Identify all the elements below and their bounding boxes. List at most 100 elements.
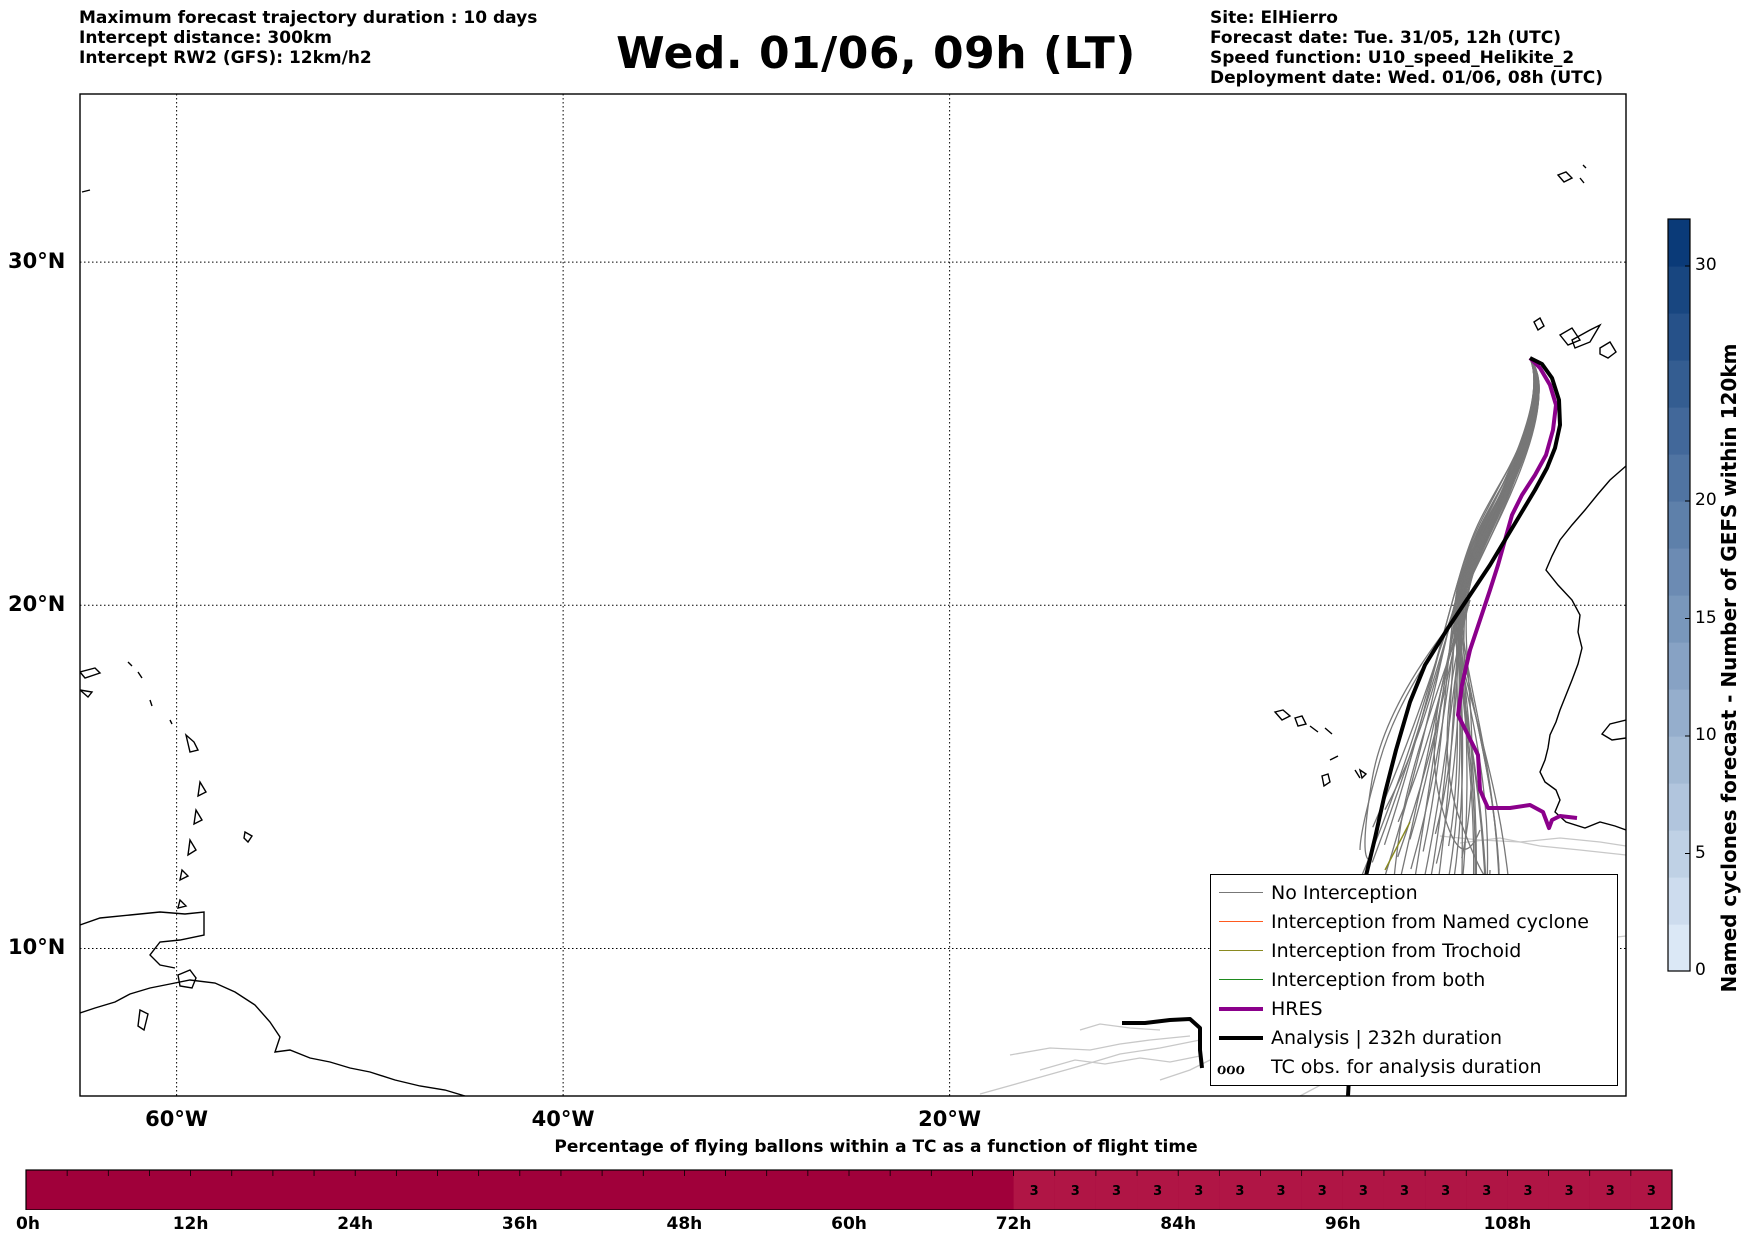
colorbar-tick-label: 30 bbox=[1695, 255, 1717, 275]
colorbar-tick-label: 0 bbox=[1695, 960, 1706, 980]
flight-bar-percent-label: 3 bbox=[1030, 1184, 1039, 1199]
flight-bar-tick-label: 84h bbox=[1160, 1214, 1197, 1234]
ensemble-trajectory bbox=[1364, 599, 1471, 861]
intercept-rw2-text: Intercept RW2 (GFS): 12km/h2 bbox=[79, 48, 372, 68]
colorbar-tick-label: 20 bbox=[1695, 490, 1717, 510]
colorbar-frame bbox=[1667, 218, 1691, 972]
legend-swatch bbox=[1219, 979, 1263, 980]
flight-bar-segment bbox=[1548, 1170, 1590, 1210]
flight-bar-frame bbox=[25, 1169, 1673, 1210]
colorbar-tick-label: 5 bbox=[1695, 842, 1706, 863]
lat-label: 20°N bbox=[8, 592, 66, 617]
colorbar-segment bbox=[1668, 313, 1690, 361]
cyclone-symbol-icon: ℴℴℴ bbox=[1217, 1055, 1245, 1079]
coast-cape-verde bbox=[1273, 709, 1368, 788]
ensemble-trajectories bbox=[1359, 357, 1540, 953]
flight-bar-percent-label: 3 bbox=[1647, 1184, 1656, 1199]
flight-bar-percent-label: 3 bbox=[1400, 1184, 1409, 1199]
colorbar-segment bbox=[1668, 407, 1690, 455]
flight-bar-percent-label: 3 bbox=[1441, 1184, 1450, 1199]
flight-bar-percent-label: 3 bbox=[1565, 1184, 1574, 1199]
flight-bar-percent-label: 3 bbox=[1359, 1184, 1368, 1199]
legend-item-both: Interception from both bbox=[1211, 967, 1617, 993]
legend-swatch bbox=[1219, 1036, 1263, 1040]
flight-bar-segment bbox=[1383, 1170, 1426, 1210]
legend-label: No Interception bbox=[1271, 882, 1418, 904]
speed-function-text: Speed function: U10_speed_Helikite_2 bbox=[1210, 48, 1575, 68]
flight-bar-tick-label: 72h bbox=[995, 1214, 1032, 1234]
flight-bar-tick-label: 108h bbox=[1483, 1214, 1532, 1234]
intercept-distance-text: Intercept distance: 300km bbox=[79, 28, 332, 48]
lat-label: 10°N bbox=[8, 935, 66, 960]
coast-africa-west-bulge bbox=[1600, 719, 1626, 741]
colorbar-segment bbox=[1668, 360, 1690, 408]
colorbar-segment bbox=[1668, 736, 1690, 784]
colorbar-segment bbox=[1668, 877, 1690, 925]
flight-bar-segment bbox=[1054, 1170, 1096, 1210]
flight-bar-tick-label: 60h bbox=[831, 1214, 867, 1234]
header-right: Site: ElHierro Forecast date: Tue. 31/05… bbox=[1210, 8, 1603, 88]
coast-south-america bbox=[80, 979, 466, 1096]
legend-label: Interception from Trochoid bbox=[1271, 940, 1522, 962]
coast-trinidad bbox=[177, 969, 197, 989]
legend-swatch bbox=[1219, 950, 1263, 951]
lon-label: 60°W bbox=[145, 1107, 209, 1131]
legend-item-analysis: Analysis | 232h duration bbox=[1211, 1025, 1617, 1051]
flight-bar-segment bbox=[1260, 1170, 1302, 1210]
flight-bar-percent-label: 3 bbox=[1523, 1184, 1532, 1199]
legend-item-no-interception: No Interception bbox=[1211, 880, 1617, 906]
flight-bar-tick-label: 48h bbox=[666, 1214, 703, 1234]
max-duration-text: Maximum forecast trajectory duration : 1… bbox=[79, 8, 538, 28]
flight-bar-percent-label: 3 bbox=[1318, 1184, 1327, 1199]
flight-bar-tick-label: 0h bbox=[16, 1214, 40, 1234]
coast-lesser-antilles bbox=[177, 733, 207, 909]
coast-small-isles bbox=[81, 189, 253, 1032]
ensemble-trajectory bbox=[1460, 357, 1538, 901]
flight-bar-percent-label: 3 bbox=[1277, 1184, 1286, 1199]
coastlines bbox=[80, 164, 1626, 1096]
flight-bar-segment bbox=[1301, 1170, 1343, 1210]
coast-puerto-rico bbox=[80, 667, 102, 699]
flight-bar-percent-label: 3 bbox=[1112, 1184, 1121, 1199]
legend-swatch bbox=[1219, 892, 1263, 893]
legend-item-named-cyclone: Interception from Named cyclone bbox=[1211, 909, 1617, 935]
legend-item-trochoid: Interception from Trochoid bbox=[1211, 938, 1617, 964]
colorbar-segment bbox=[1668, 595, 1690, 643]
colorbar-segment bbox=[1668, 266, 1690, 314]
flight-bar-segment bbox=[1589, 1170, 1631, 1210]
flight-bar-segment bbox=[1342, 1170, 1384, 1210]
flight-bar-segment bbox=[1137, 1170, 1179, 1210]
flight-bar-tick-label: 24h bbox=[337, 1214, 374, 1234]
legend-swatch bbox=[1219, 921, 1263, 922]
flight-bar-tick-label: 12h bbox=[172, 1214, 209, 1234]
coast-africa bbox=[1539, 465, 1626, 831]
flight-bar-segment bbox=[1630, 1170, 1672, 1210]
map-frame bbox=[79, 93, 1627, 1097]
flight-bar-tick-label: 120h bbox=[1648, 1214, 1696, 1234]
colorbar-segment bbox=[1668, 219, 1690, 267]
colorbar-segment bbox=[1668, 830, 1690, 878]
legend-label: Interception from both bbox=[1271, 969, 1486, 991]
flight-bar-percent-label: 3 bbox=[1606, 1184, 1615, 1199]
flight-bar-percent-label: 3 bbox=[1235, 1184, 1244, 1199]
flight-bar-percent-label: 3 bbox=[1071, 1184, 1080, 1199]
colorbar-segment bbox=[1668, 783, 1690, 831]
forecast-date-text: Forecast date: Tue. 31/05, 12h (UTC) bbox=[1210, 28, 1561, 48]
colorbar-segment bbox=[1668, 924, 1690, 972]
lon-label: 40°W bbox=[531, 1107, 595, 1131]
flight-bar-title: Percentage of flying ballons within a TC… bbox=[554, 1137, 1198, 1157]
lat-label: 30°N bbox=[8, 249, 66, 274]
coast-canary-islands bbox=[1533, 316, 1617, 359]
flight-bar-percent-label: 3 bbox=[1153, 1184, 1162, 1199]
flight-bar-segment bbox=[1507, 1170, 1549, 1210]
legend-swatch bbox=[1219, 1007, 1263, 1011]
lon-label: 20°W bbox=[918, 1107, 982, 1131]
deployment-date-text: Deployment date: Wed. 01/06, 08h (UTC) bbox=[1210, 68, 1604, 88]
flight-bar-segment bbox=[1013, 1170, 1055, 1210]
colorbar-segment bbox=[1668, 548, 1690, 596]
coast-venezuela-north bbox=[80, 911, 205, 969]
flight-bar-segment bbox=[1466, 1170, 1508, 1210]
colorbar-segment bbox=[1668, 689, 1690, 737]
legend-label: TC obs. for analysis duration bbox=[1271, 1056, 1542, 1078]
header-left: Maximum forecast trajectory duration : 1… bbox=[79, 8, 537, 68]
